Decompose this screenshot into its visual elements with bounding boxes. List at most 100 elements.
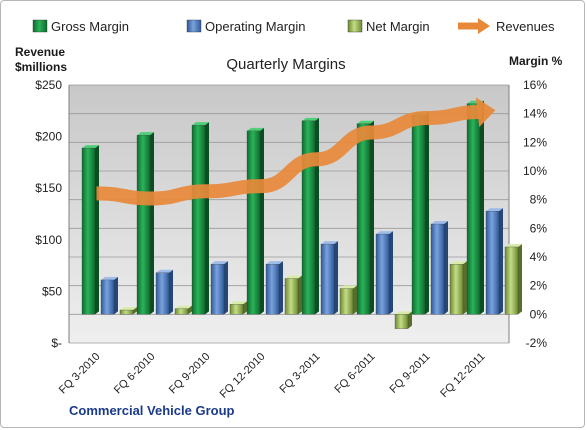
right-tick-label: 8% bbox=[530, 193, 548, 207]
net-margin-bar-top bbox=[395, 311, 412, 315]
category-label: FQ 3-2010 bbox=[57, 351, 103, 397]
category-label: FQ 9-2010 bbox=[167, 351, 213, 397]
legend-swatch-arrow bbox=[478, 18, 490, 34]
gross-margin-bar-top bbox=[82, 145, 99, 149]
net-margin-bar bbox=[229, 304, 244, 315]
legend-swatch bbox=[32, 19, 48, 33]
net-margin-bar-top bbox=[450, 261, 467, 265]
gross-margin-bar bbox=[81, 147, 96, 315]
gross-margin-bar-side bbox=[205, 122, 209, 315]
operating-margin-bar-side bbox=[279, 261, 283, 315]
net-margin-bar-side bbox=[188, 305, 192, 315]
gross-margin-bar-top bbox=[302, 117, 319, 121]
operating-margin-bar-top bbox=[376, 231, 393, 235]
revenues-line bbox=[96, 104, 482, 206]
operating-margin-bar-top bbox=[101, 276, 118, 280]
category-label: FQ 12-2010 bbox=[218, 351, 268, 401]
right-tick-label: 16% bbox=[523, 78, 547, 92]
operating-margin-bar-top bbox=[321, 241, 338, 245]
legend-swatch bbox=[347, 19, 363, 33]
gross-margin-bar-side bbox=[260, 127, 264, 315]
left-axis-title: Revenue $millions bbox=[15, 45, 67, 75]
right-tick-label: 2% bbox=[530, 279, 548, 293]
left-tick-label: $50 bbox=[42, 284, 62, 298]
operating-margin-bar-side bbox=[444, 221, 448, 315]
left-tick-label: $150 bbox=[35, 181, 62, 195]
gross-margin-bar-side bbox=[150, 132, 154, 315]
operating-margin-bar-side bbox=[334, 241, 338, 315]
operating-margin-bar bbox=[100, 279, 115, 315]
legend-label: Operating Margin bbox=[205, 19, 305, 34]
net-margin-bar bbox=[119, 309, 134, 315]
operating-margin-bar bbox=[155, 272, 170, 315]
category-label: FQ 12-2011 bbox=[438, 351, 487, 400]
gross-margin-bar bbox=[466, 103, 481, 315]
legend-label: Net Margin bbox=[366, 19, 430, 34]
gross-margin-bar-side bbox=[480, 100, 484, 315]
operating-margin-bar bbox=[265, 264, 280, 315]
operating-margin-bar-top bbox=[266, 261, 283, 265]
net-margin-bar-top bbox=[230, 301, 247, 305]
category-label: FQ 9-2011 bbox=[388, 351, 433, 396]
gross-margin-bar-top bbox=[247, 127, 264, 131]
gross-margin-bar bbox=[136, 135, 151, 315]
operating-margin-bar-side bbox=[224, 261, 228, 315]
right-tick-label: 0% bbox=[530, 307, 548, 321]
category-label: FQ 6-2011 bbox=[333, 351, 378, 396]
legend-swatch bbox=[186, 19, 202, 33]
net-margin-bar-top bbox=[505, 243, 522, 247]
net-margin-bar bbox=[394, 314, 409, 329]
right-tick-label: 10% bbox=[523, 164, 547, 178]
chart-title: Quarterly Margins bbox=[226, 56, 346, 73]
operating-margin-bar-top bbox=[431, 221, 448, 225]
legend-label: Gross Margin bbox=[51, 19, 129, 34]
operating-margin-bar-side bbox=[169, 269, 173, 315]
net-margin-bar-side bbox=[463, 261, 467, 315]
right-tick-label: -2% bbox=[526, 336, 548, 350]
net-margin-bar-top bbox=[285, 275, 302, 279]
gross-margin-bar bbox=[411, 114, 426, 315]
operating-margin-bar-top bbox=[486, 208, 503, 212]
left-tick-label: $250 bbox=[35, 78, 62, 92]
gross-margin-bar-side bbox=[315, 117, 319, 315]
net-margin-bar-side bbox=[518, 243, 522, 315]
operating-margin-bar-top bbox=[211, 261, 228, 265]
gross-margin-bar-side bbox=[370, 120, 374, 315]
net-margin-bar-side bbox=[353, 285, 357, 315]
net-margin-bar bbox=[504, 246, 519, 315]
left-tick-label: $- bbox=[51, 336, 62, 350]
left-tick-label: $100 bbox=[35, 233, 62, 247]
operating-margin-bar-top bbox=[156, 269, 173, 273]
operating-margin-bar-side bbox=[114, 276, 118, 315]
net-margin-bar-side bbox=[243, 301, 247, 315]
company-name: Commercial Vehicle Group bbox=[69, 403, 235, 418]
net-margin-bar bbox=[284, 278, 299, 315]
net-margin-bar bbox=[339, 288, 354, 315]
gross-margin-bar-top bbox=[357, 120, 374, 124]
right-tick-label: 4% bbox=[530, 250, 548, 264]
net-margin-bar-top bbox=[120, 307, 137, 311]
right-tick-label: 6% bbox=[530, 221, 548, 235]
gross-margin-bar-top bbox=[192, 122, 209, 126]
net-margin-bar-side bbox=[133, 307, 137, 315]
left-tick-label: $200 bbox=[35, 130, 62, 144]
gross-margin-bar-side bbox=[425, 112, 429, 315]
net-margin-bar-top bbox=[340, 285, 357, 289]
gross-margin-bar bbox=[246, 130, 261, 315]
right-tick-label: 12% bbox=[523, 135, 547, 149]
category-label: FQ 6-2010 bbox=[112, 351, 158, 397]
operating-margin-bar bbox=[430, 223, 445, 315]
legend-label: Revenues bbox=[496, 19, 555, 34]
operating-margin-bar bbox=[320, 243, 335, 315]
operating-margin-bar bbox=[375, 233, 390, 315]
net-margin-bar-top bbox=[175, 305, 192, 309]
operating-margin-bar-side bbox=[389, 231, 393, 315]
gross-margin-bar bbox=[301, 120, 316, 315]
gross-margin-bar-side bbox=[95, 145, 99, 315]
operating-margin-bar bbox=[210, 264, 225, 315]
category-label: FQ 3-2011 bbox=[278, 351, 323, 396]
operating-margin-bar-side bbox=[499, 208, 503, 315]
revenues-arrowhead bbox=[475, 97, 496, 128]
